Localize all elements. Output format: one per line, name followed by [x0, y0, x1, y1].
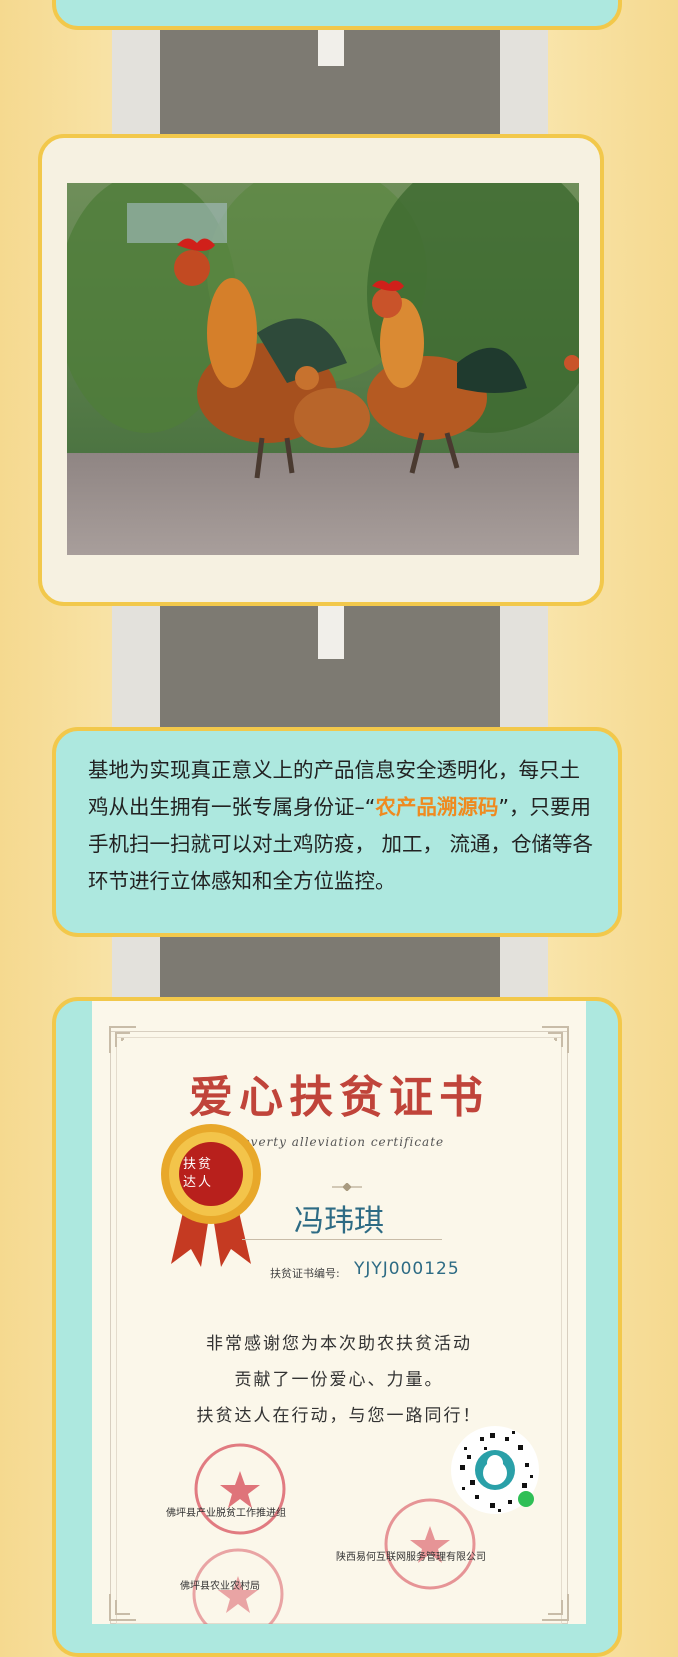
- rail-notch-2: [318, 605, 344, 659]
- rooster-photo: [67, 183, 579, 555]
- rail-right-edge-3: [500, 930, 548, 1000]
- corner-ornament-top-right-icon: [542, 1026, 569, 1053]
- name-underline: [242, 1239, 442, 1240]
- corner-ornament-top-left-icon: [109, 1026, 136, 1053]
- official-stamp-2-icon: [384, 1498, 476, 1590]
- rail-left-edge-3: [112, 930, 160, 1000]
- rail-right-edge-2: [500, 605, 548, 727]
- intro-text-panel: [52, 727, 622, 937]
- top-panel-partial: [52, 0, 622, 30]
- medal-text-line1: 扶贫: [183, 1157, 214, 1172]
- org-company: 陕西易何互联网服务管理有限公司: [336, 1552, 486, 1563]
- rail-left-edge-1: [112, 26, 160, 134]
- mini-program-qr-code-icon[interactable]: [450, 1425, 540, 1515]
- certificate-line-1: 非常感谢您为本次助农扶贫活动: [206, 1334, 472, 1354]
- intro-text-after: ”，只要用手机扫一扫就可以对土鸡防疫， 加工， 流通，仓储等各环节进行立体感知和…: [88, 795, 594, 893]
- org-agriculture-bureau: 佛坪县农业农村局: [180, 1581, 260, 1592]
- name-ornament-icon: [332, 1183, 362, 1191]
- certificate-number-label: 扶贫证书编号:: [270, 1267, 340, 1280]
- rail-3: [160, 930, 500, 1000]
- medal-icon: [161, 1124, 261, 1267]
- certificate-line-3: 扶贫达人在行动，与您一路同行！: [196, 1406, 482, 1426]
- certificate-title: 爱心扶贫证书: [189, 1072, 489, 1123]
- org-poverty-office: 佛坪县产业脱贫工作推进组: [166, 1508, 286, 1519]
- corner-ornament-bottom-right-icon: [542, 1594, 569, 1621]
- medal-text-line2: 达人: [183, 1175, 214, 1190]
- certificate-number-value: YJYJ000125: [354, 1259, 460, 1279]
- certificate-subtitle: Poverty alleviation certificate: [233, 1135, 445, 1149]
- official-stamp-1-icon: [194, 1443, 286, 1535]
- official-stamp-3-icon: [192, 1548, 284, 1624]
- corner-ornament-bottom-left-icon: [109, 1594, 136, 1621]
- intro-paragraph: 基地为实现真正意义上的产品信息安全透明化，每只土鸡从出生拥有一张专属身份证–“农…: [88, 752, 598, 900]
- intro-text-before: 基地为实现真正意义上的产品信息安全透明化，每只土鸡从出生拥有一张专属身份证–“: [88, 758, 580, 819]
- traceability-code-highlight: 农产品溯源码: [375, 795, 499, 819]
- recipient-name: 冯玮琪: [294, 1204, 384, 1239]
- rail-notch-1: [318, 26, 344, 66]
- rail-right-edge-1: [500, 26, 548, 134]
- rooster-illustration: [67, 183, 579, 555]
- certificate-line-2: 贡献了一份爱心、力量。: [234, 1370, 444, 1390]
- certificate: 爱心扶贫证书 Poverty alleviation certificate 扶…: [92, 1001, 586, 1624]
- rail-left-edge-2: [112, 605, 160, 727]
